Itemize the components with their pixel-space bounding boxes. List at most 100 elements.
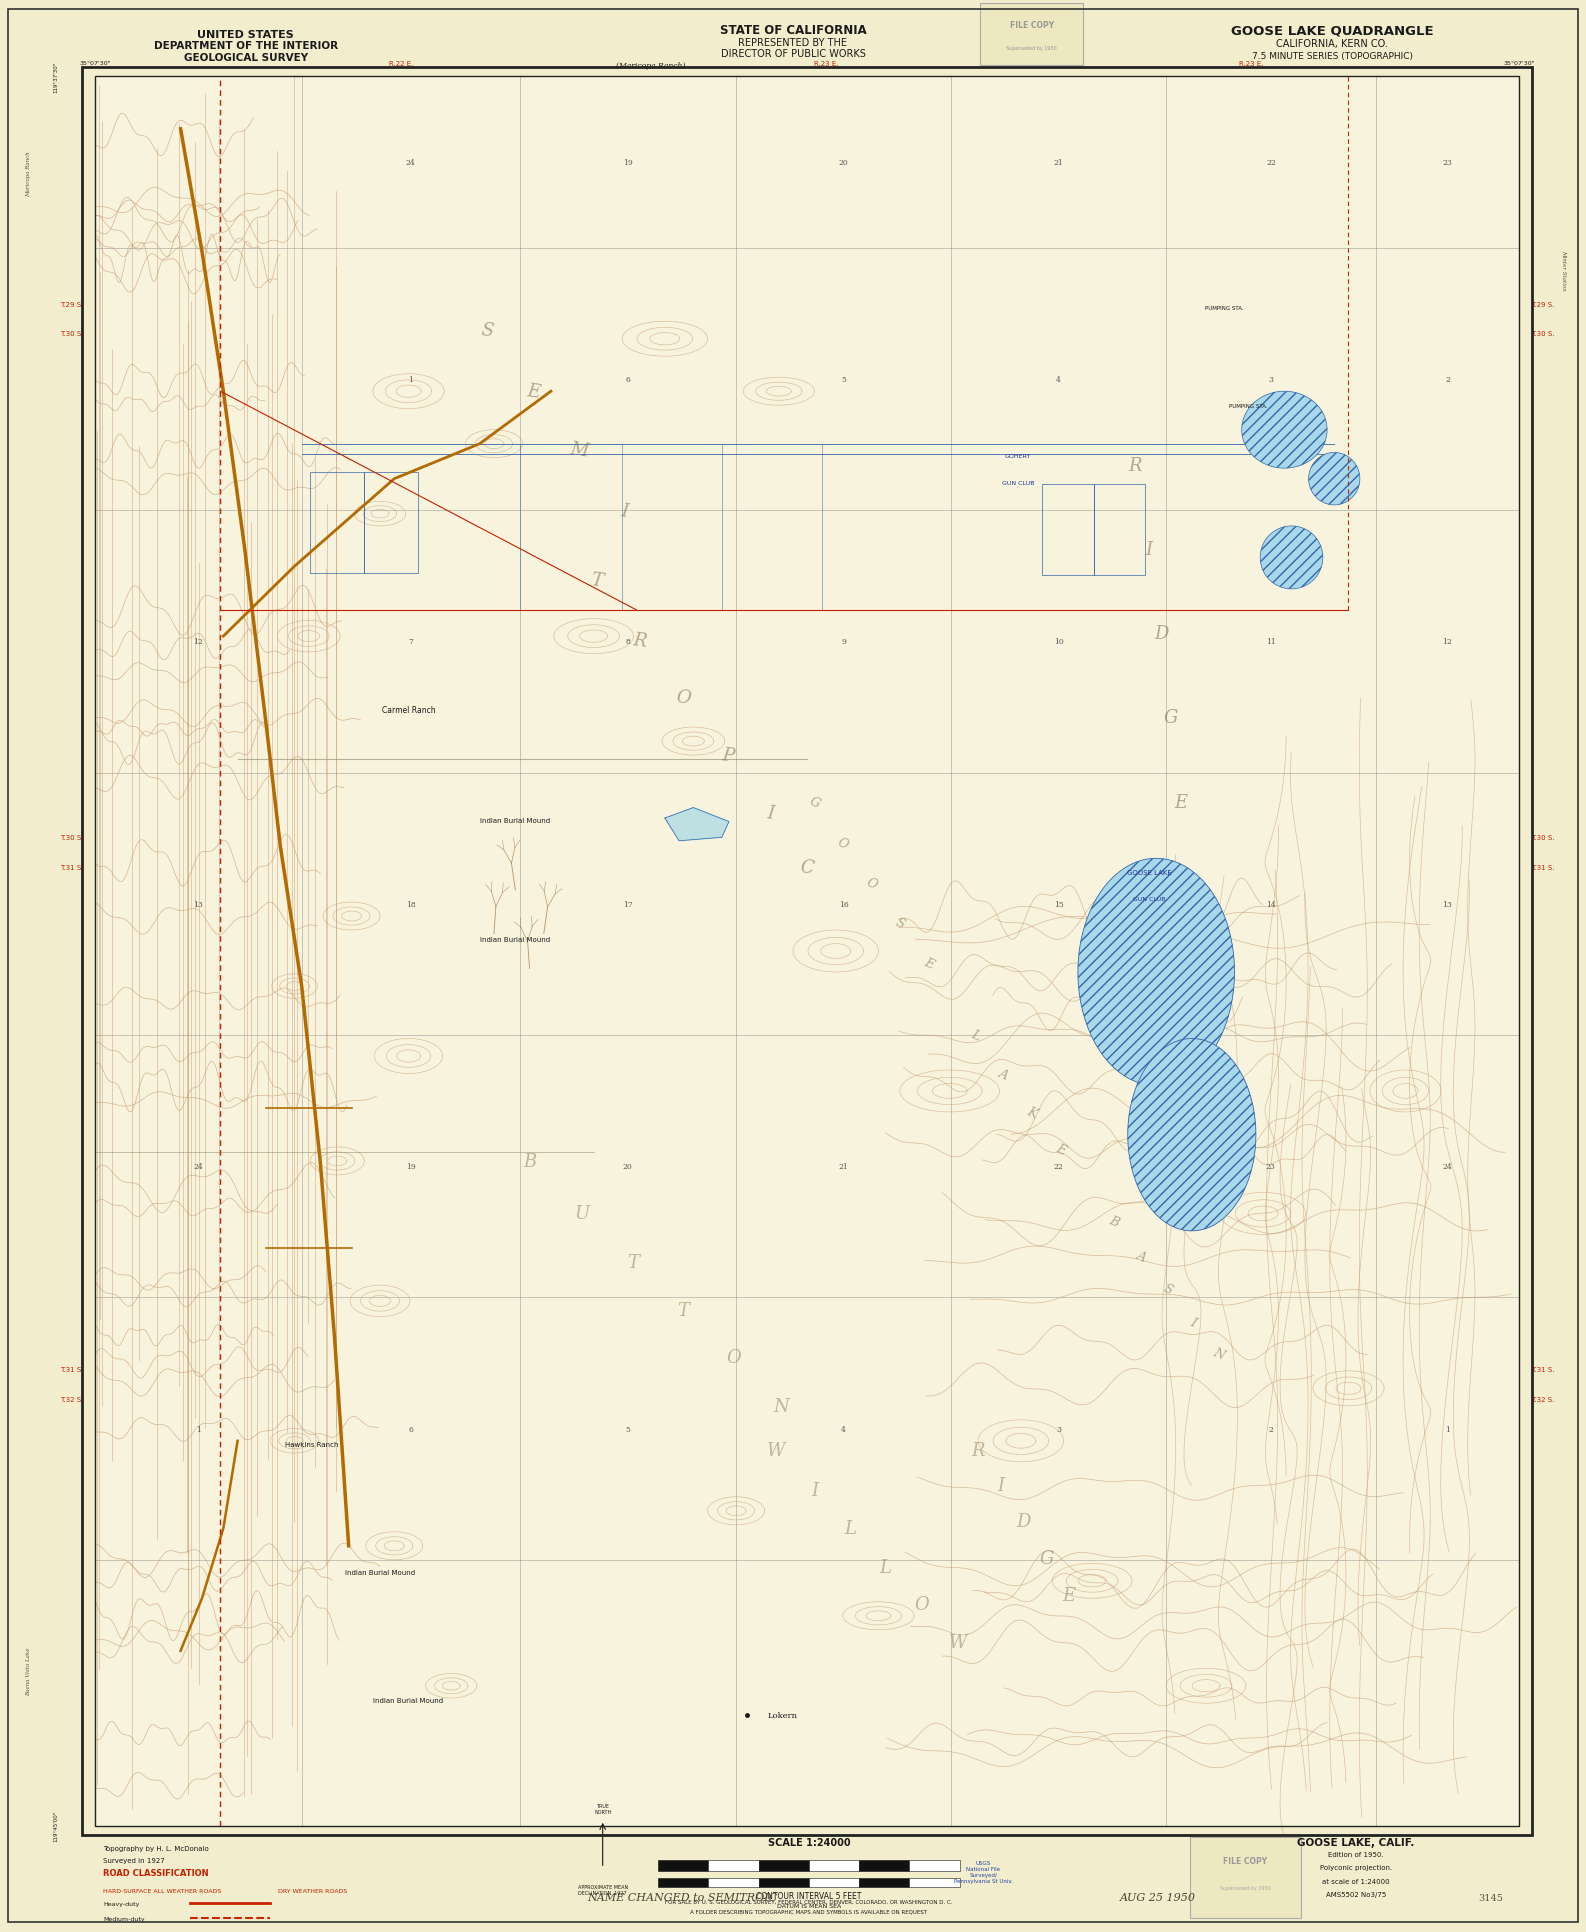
Text: 11: 11	[1266, 638, 1275, 645]
Text: 4: 4	[1056, 375, 1061, 384]
Text: I: I	[810, 1482, 818, 1499]
Text: S: S	[479, 321, 495, 340]
Bar	[658, 1861, 709, 1870]
Text: T.29 S.: T.29 S.	[1532, 301, 1554, 307]
Bar	[1093, 485, 1145, 576]
Text: 23: 23	[1266, 1163, 1275, 1171]
Text: Heavy-duty: Heavy-duty	[103, 1901, 140, 1905]
Text: T.32 S.: T.32 S.	[1532, 1397, 1554, 1403]
Text: R: R	[631, 630, 647, 651]
Text: 1: 1	[1445, 1424, 1450, 1434]
Bar	[658, 1878, 709, 1886]
Polygon shape	[1261, 527, 1323, 589]
Bar	[95, 77, 1519, 1826]
Text: A: A	[998, 1066, 1010, 1082]
Bar	[365, 473, 419, 574]
Text: G: G	[1163, 709, 1178, 726]
Text: 2: 2	[1269, 1424, 1274, 1434]
Text: (Maricopa Ranch): (Maricopa Ranch)	[615, 62, 685, 70]
Text: 22: 22	[1053, 1163, 1064, 1171]
Text: 20: 20	[623, 1163, 633, 1171]
Text: T.29 S.: T.29 S.	[60, 301, 82, 307]
Text: 7.5 MINUTE SERIES (TOPOGRAPHIC): 7.5 MINUTE SERIES (TOPOGRAPHIC)	[1251, 52, 1413, 60]
Text: I: I	[620, 502, 630, 520]
Text: Carmel Ranch: Carmel Ranch	[382, 705, 435, 715]
Text: T: T	[677, 1300, 690, 1320]
Text: 5: 5	[841, 375, 845, 384]
Text: FOR SALE BY U. S. GEOLOGICAL SURVEY, FEDERAL CENTER, DENVER, COLORADO, OR WASHIN: FOR SALE BY U. S. GEOLOGICAL SURVEY, FED…	[665, 1899, 953, 1905]
Text: GEOLOGICAL SURVEY: GEOLOGICAL SURVEY	[184, 52, 308, 64]
Text: Minter Station: Minter Station	[1561, 249, 1567, 292]
Text: T.30 S.: T.30 S.	[60, 835, 82, 840]
Text: B: B	[1107, 1213, 1120, 1229]
Text: 21: 21	[1053, 158, 1064, 166]
Text: Indian Burial Mound: Indian Burial Mound	[481, 937, 550, 943]
Text: CALIFORNIA, KERN CO.: CALIFORNIA, KERN CO.	[1277, 39, 1388, 50]
Text: 6: 6	[408, 1424, 412, 1434]
Text: 21: 21	[839, 1163, 849, 1171]
Bar	[860, 1861, 909, 1870]
Text: 35°07'30": 35°07'30"	[79, 62, 111, 66]
Text: AUG 25 1950: AUG 25 1950	[1120, 1891, 1196, 1903]
Text: 24: 24	[193, 1163, 203, 1171]
Text: 1: 1	[408, 375, 412, 384]
Text: A FOLDER DESCRIBING TOPOGRAPHIC MAPS AND SYMBOLS IS AVAILABLE ON REQUEST: A FOLDER DESCRIBING TOPOGRAPHIC MAPS AND…	[690, 1909, 928, 1915]
Text: E: E	[1055, 1142, 1067, 1157]
Text: at scale of 1:24000: at scale of 1:24000	[1323, 1878, 1389, 1884]
Text: 12: 12	[1443, 638, 1453, 645]
Polygon shape	[1242, 392, 1327, 469]
Text: DATUM IS MEAN SEA: DATUM IS MEAN SEA	[777, 1903, 841, 1909]
Text: L: L	[880, 1557, 891, 1577]
Text: GOHERY: GOHERY	[1006, 454, 1031, 460]
Bar	[909, 1878, 960, 1886]
Text: ROAD CLASSIFICATION: ROAD CLASSIFICATION	[103, 1868, 209, 1878]
Text: 20: 20	[839, 158, 849, 166]
Text: T.31 S.: T.31 S.	[60, 866, 82, 871]
Text: GUN CLUB: GUN CLUB	[1132, 896, 1166, 902]
Text: 3: 3	[1269, 375, 1274, 384]
Text: B: B	[523, 1151, 536, 1171]
Text: USGS
National File
Surveyed/
Pennsylvania St Univ.: USGS National File Surveyed/ Pennsylvani…	[953, 1861, 1013, 1884]
Text: G: G	[807, 794, 822, 811]
Text: GUN CLUB: GUN CLUB	[1002, 481, 1034, 485]
Text: T: T	[590, 572, 604, 591]
Text: Polyconic projection.: Polyconic projection.	[1320, 1864, 1393, 1870]
Text: 22: 22	[1266, 158, 1275, 166]
Text: G: G	[1039, 1549, 1053, 1567]
Text: 9: 9	[841, 638, 845, 645]
Text: Surveyed in 1927: Surveyed in 1927	[103, 1857, 165, 1862]
Text: T.30 S.: T.30 S.	[1532, 835, 1554, 840]
Text: S: S	[893, 916, 907, 931]
Polygon shape	[1078, 860, 1234, 1086]
Text: O: O	[674, 688, 691, 707]
Text: PUMPING STA.: PUMPING STA.	[1229, 404, 1269, 408]
Bar	[758, 1878, 809, 1886]
Text: HARD-SURFACE ALL WEATHER ROADS: HARD-SURFACE ALL WEATHER ROADS	[103, 1888, 222, 1893]
Bar	[709, 1878, 758, 1886]
Text: CONTOUR INTERVAL 5 FEET: CONTOUR INTERVAL 5 FEET	[757, 1891, 861, 1901]
Text: DEPARTMENT OF THE INTERIOR: DEPARTMENT OF THE INTERIOR	[154, 41, 338, 52]
Text: T.31 S.: T.31 S.	[60, 1366, 82, 1372]
Text: APPROXIMATE MEAN
DECLINATION, 1927: APPROXIMATE MEAN DECLINATION, 1927	[577, 1884, 628, 1895]
Text: GOOSE LAKE QUADRANGLE: GOOSE LAKE QUADRANGLE	[1231, 25, 1434, 37]
Text: 24: 24	[1443, 1163, 1453, 1171]
Text: P: P	[720, 746, 734, 765]
Text: K: K	[1025, 1105, 1039, 1121]
Text: GOOSE LAKE, CALIF.: GOOSE LAKE, CALIF.	[1297, 1837, 1415, 1847]
Bar	[860, 1878, 909, 1886]
Text: 17: 17	[623, 900, 633, 908]
Bar	[95, 77, 1519, 1826]
Text: I: I	[1188, 1316, 1199, 1329]
Text: Lokern: Lokern	[768, 1712, 798, 1719]
Text: 119°45'00": 119°45'00"	[52, 1810, 59, 1841]
Text: Maricopa Ranch: Maricopa Ranch	[25, 151, 32, 197]
Text: 8: 8	[625, 638, 630, 645]
Text: REPRESENTED BY THE: REPRESENTED BY THE	[739, 37, 847, 48]
Polygon shape	[1128, 1039, 1256, 1231]
Text: 12: 12	[193, 638, 203, 645]
Text: E: E	[1174, 794, 1186, 811]
Text: Superseded by 1950: Superseded by 1950	[1007, 46, 1056, 50]
Text: S: S	[1161, 1281, 1174, 1296]
Text: 10: 10	[1053, 638, 1064, 645]
Text: AMS5502 No3/75: AMS5502 No3/75	[1326, 1891, 1386, 1897]
